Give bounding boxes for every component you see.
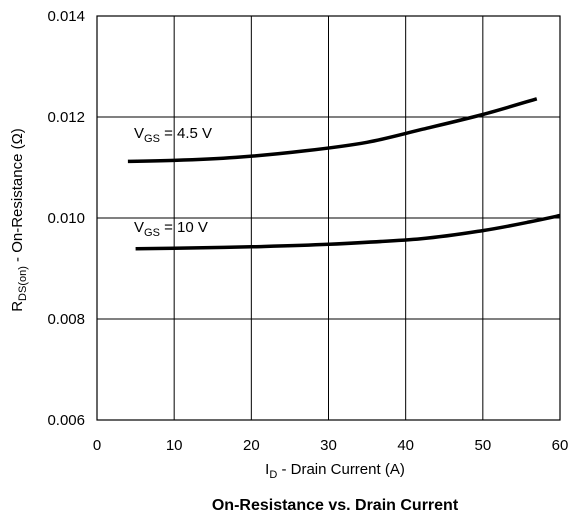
x-axis-label-prefix: I <box>265 461 269 478</box>
x-tick-label: 0 <box>93 437 101 454</box>
series-label-vgs-10: VGS = 10 V <box>134 219 208 239</box>
series-line-vgs-10 <box>135 213 561 251</box>
series-label-vgs-10-suffix: = 10 V <box>160 219 208 236</box>
x-tick-label: 20 <box>243 437 260 454</box>
x-tick-label: 40 <box>397 437 414 454</box>
y-axis-label-prefix: R <box>9 301 26 312</box>
grid <box>96 15 561 421</box>
x-tick-label: 60 <box>552 437 569 454</box>
series-label-vgs-4-5-prefix: V <box>134 125 144 142</box>
series-label-vgs-4-5-suffix: = 4.5 V <box>160 125 212 142</box>
series-label-vgs-10-sub: GS <box>144 227 160 239</box>
x-tick-label: 50 <box>474 437 491 454</box>
y-axis-label-suffix: - On-Resistance (Ω) <box>9 128 26 266</box>
x-axis-label-sub: D <box>269 469 277 481</box>
x-tick-label: 10 <box>166 437 183 454</box>
y-axis-label: RDS(on) - On-Resistance (Ω) <box>9 128 29 312</box>
plot-frame <box>96 15 561 421</box>
y-tick-label: 0.010 <box>47 210 85 227</box>
series-line-vgs-4-5 <box>127 97 538 164</box>
y-tick-label: 0.012 <box>47 109 85 126</box>
y-tick-label: 0.008 <box>47 311 85 328</box>
series-label-vgs-4-5: VGS = 4.5 V <box>134 125 212 145</box>
tick-labels: 0 10 20 30 40 50 60 0.006 0.008 0.010 0.012 0.014 <box>47 8 568 454</box>
y-tick-label: 0.014 <box>47 8 85 25</box>
y-axis-label-sub: DS(on) <box>17 266 29 301</box>
series-label-vgs-10-prefix: V <box>134 219 144 236</box>
series-label-vgs-4-5-sub: GS <box>144 133 160 145</box>
chart-title: On-Resistance vs. Drain Current <box>212 497 459 514</box>
series-lines <box>127 97 561 251</box>
x-tick-label: 30 <box>320 437 337 454</box>
y-tick-label: 0.006 <box>47 412 85 429</box>
x-axis-label-suffix: - Drain Current (A) <box>277 461 405 478</box>
x-axis-label: ID - Drain Current (A) <box>265 461 405 481</box>
